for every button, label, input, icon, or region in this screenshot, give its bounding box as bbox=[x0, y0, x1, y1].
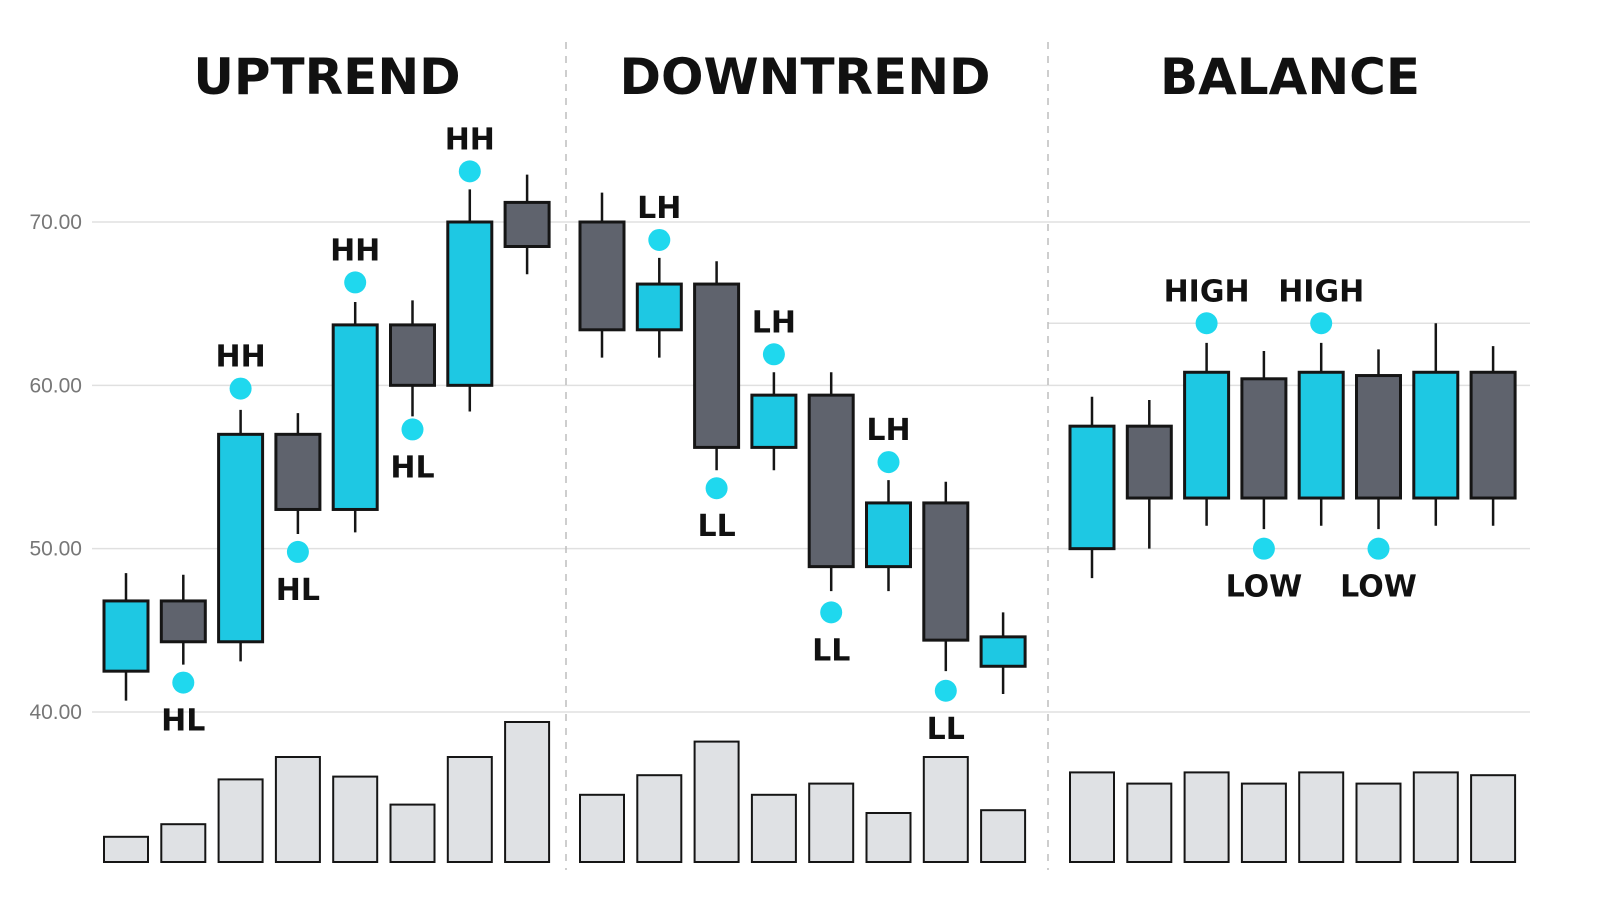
pivot-marker-dot bbox=[705, 477, 728, 500]
candle-body-bullish bbox=[635, 282, 683, 332]
pivot-label-ll: LL bbox=[697, 509, 735, 544]
pivot-marker-dot bbox=[286, 540, 309, 563]
candle-body-bearish bbox=[159, 599, 207, 644]
pivot-marker-dot bbox=[458, 160, 481, 183]
candle-body-bullish bbox=[102, 599, 150, 673]
volume-bar bbox=[160, 823, 207, 864]
pivot-marker-dot bbox=[934, 679, 957, 702]
volume-bar bbox=[217, 778, 264, 864]
pivot-label-lh: LH bbox=[752, 305, 796, 340]
y-tick-label: 50.00 bbox=[29, 538, 82, 561]
pivot-label-lh: LH bbox=[866, 413, 910, 448]
candle-body-bearish bbox=[1355, 374, 1402, 500]
volume-bar bbox=[865, 812, 912, 863]
candles bbox=[102, 174, 1517, 701]
candle-body-bearish bbox=[389, 323, 436, 387]
pivot-marker-dot bbox=[762, 343, 785, 366]
pivot-marker-dot bbox=[1252, 537, 1275, 560]
panel-titles: UPTREND DOWNTREND BALANCE bbox=[193, 48, 1420, 106]
pivot-marker-dot bbox=[229, 377, 252, 400]
pivot-label-ll: LL bbox=[812, 633, 850, 668]
pivot-label-lh: LH bbox=[637, 191, 681, 226]
panel-dividers bbox=[565, 42, 1049, 870]
candle-body-bearish bbox=[1125, 424, 1173, 500]
pivot-label-hh: HH bbox=[215, 340, 265, 375]
volume-bar bbox=[808, 782, 855, 863]
volume-bar bbox=[504, 721, 551, 863]
candle-body-bearish bbox=[807, 393, 855, 569]
candle-body-bearish bbox=[922, 501, 970, 642]
candle-body-bearish bbox=[274, 432, 322, 511]
pivot-label-ll: LL bbox=[927, 712, 965, 747]
candle-body-bullish bbox=[750, 393, 798, 449]
volume-bar bbox=[980, 809, 1027, 864]
panel-title: DOWNTREND bbox=[619, 48, 990, 106]
y-tick-label: 60.00 bbox=[29, 374, 82, 397]
pivot-marker-dot bbox=[401, 418, 424, 441]
volume-bar bbox=[1183, 771, 1230, 864]
volume-bar bbox=[693, 740, 740, 863]
volume-bar bbox=[389, 803, 436, 863]
panel-title: UPTREND bbox=[193, 48, 460, 106]
pivot-marker-dot bbox=[1310, 312, 1333, 335]
volume-bar bbox=[1355, 782, 1402, 863]
volume-bar bbox=[1470, 774, 1517, 864]
volume-bar bbox=[1298, 771, 1345, 864]
candle-body-bearish bbox=[693, 282, 741, 449]
volume-bar bbox=[922, 756, 969, 863]
pivot-marker-dot bbox=[877, 451, 900, 474]
pivot-label-low: LOW bbox=[1226, 570, 1303, 605]
pivot-marker-dot bbox=[1195, 312, 1218, 335]
volume-bar bbox=[1126, 782, 1173, 863]
candle-body-bullish bbox=[979, 635, 1027, 668]
grid bbox=[92, 221, 1530, 713]
volume-bar bbox=[274, 756, 321, 863]
candle-body-bullish bbox=[331, 323, 379, 511]
y-tick-label: 40.00 bbox=[29, 701, 82, 724]
pivot-label-high: HIGH bbox=[1164, 274, 1250, 309]
volume-bar bbox=[1412, 771, 1459, 864]
pivot-marker-dot bbox=[820, 601, 843, 624]
candle-body-bullish bbox=[1183, 370, 1231, 500]
volume-bar bbox=[636, 774, 683, 864]
volume-bar bbox=[1069, 771, 1115, 864]
candle-body-bearish bbox=[578, 220, 626, 332]
pivot-marker-dot bbox=[648, 228, 671, 251]
pivot-label-hl: HL bbox=[390, 450, 434, 485]
panel-title: BALANCE bbox=[1160, 48, 1420, 106]
volume-bar bbox=[750, 793, 797, 863]
volume-bars bbox=[103, 721, 1517, 864]
pivot-label-hl: HL bbox=[161, 704, 205, 739]
volume-bar bbox=[579, 793, 625, 863]
pivot-label-hl: HL bbox=[276, 573, 320, 608]
candle-body-bullish bbox=[446, 220, 494, 387]
candle-body-bullish bbox=[1412, 370, 1460, 500]
pivot-marker-dot bbox=[172, 671, 195, 694]
volume-bar bbox=[103, 835, 149, 863]
pivot-label-hh: HH bbox=[445, 122, 495, 157]
volume-bar bbox=[446, 756, 493, 863]
candle-body-bearish bbox=[1240, 377, 1288, 500]
pivot-label-high: HIGH bbox=[1278, 274, 1364, 309]
candle-body-bullish bbox=[1297, 370, 1345, 500]
pivot-marker-dot bbox=[1367, 537, 1390, 560]
pivot-label-low: LOW bbox=[1340, 570, 1417, 605]
pivot-label-hh: HH bbox=[330, 233, 380, 268]
y-axis-ticks: 40.00 50.00 60.00 70.00 bbox=[29, 211, 82, 724]
pivot-markers: HL HH HL HH HL HH LH LL LH LL LH LL HIGH LOW HIGH LOW bbox=[161, 122, 1417, 746]
candle-body-bearish bbox=[1469, 370, 1517, 500]
y-tick-label: 70.00 bbox=[29, 211, 82, 234]
volume-bar bbox=[1240, 782, 1287, 863]
volume-bar bbox=[332, 775, 379, 863]
candle-body-bullish bbox=[217, 432, 265, 644]
candle-body-bearish bbox=[503, 200, 551, 248]
pivot-marker-dot bbox=[344, 271, 367, 294]
candle-body-bullish bbox=[1068, 424, 1116, 551]
candle-body-bullish bbox=[865, 501, 912, 569]
